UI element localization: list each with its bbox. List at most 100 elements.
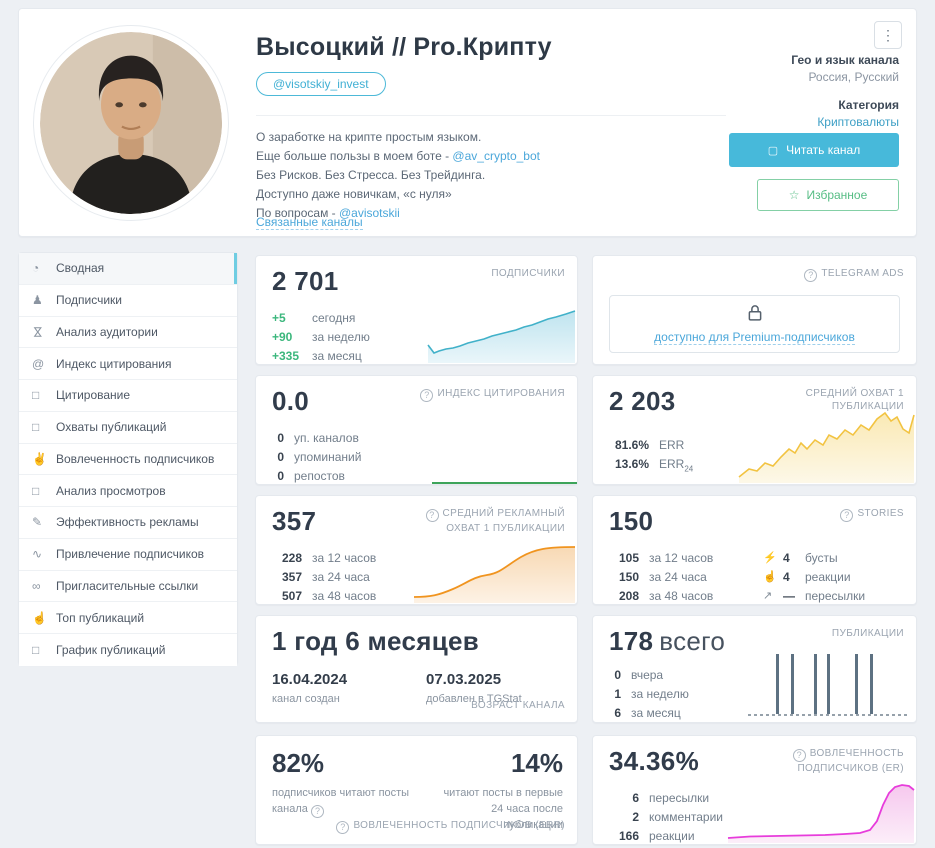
stat-row: ↗ — пересылки xyxy=(763,587,865,606)
gauge-icon: ◔ xyxy=(32,261,40,276)
stat-row: 6 за месяц xyxy=(614,706,681,720)
card-title: ВОЗРАСТ КАНАЛА xyxy=(471,700,565,711)
card-title: ? ВОВЛЕЧЕННОСТЬ ПОДПИСЧИКОВ (ERR) xyxy=(336,819,565,834)
citation-index-card: 0.0 ? ИНДЕКС ЦИТИРОВАНИЯ 0 уп. каналов 0 уп… xyxy=(255,375,578,485)
sidebar-item-citation-index[interactable]: @ Индекс цитирования xyxy=(19,348,237,380)
sidebar-item-summary[interactable]: ◔ Сводная xyxy=(19,253,237,285)
avatar xyxy=(33,25,229,221)
premium-link[interactable]: доступно для Premium-подписчиков xyxy=(654,330,855,345)
sidebar-item-audience-analysis[interactable]: ⋈ Анализ аудитории xyxy=(19,316,237,349)
help-icon[interactable]: ? xyxy=(310,804,324,818)
sidebar-item-posts-schedule[interactable]: □ График публикаций xyxy=(19,634,237,666)
link-icon: ∞ xyxy=(32,578,41,593)
sidebar-item-post-reach[interactable]: □ Охваты публикаций xyxy=(19,411,237,444)
help-icon[interactable]: ? xyxy=(425,509,439,522)
wave-icon: ∿ xyxy=(32,547,43,562)
card-title: ? STORIES xyxy=(840,507,904,522)
stat-row: 13.6% ERR24 xyxy=(614,457,694,474)
quote-icon: □ xyxy=(32,388,40,403)
lock-icon xyxy=(748,305,761,321)
citation-sparkline xyxy=(432,482,577,484)
ad-icon: ✎ xyxy=(32,515,43,530)
reaction-icon: ☝ xyxy=(763,571,777,583)
favorite-button[interactable]: ☆ Избранное xyxy=(757,179,899,211)
card-title: ? TELEGRAM ADS xyxy=(804,267,904,282)
related-channels-link[interactable]: Связанные каналы xyxy=(256,215,363,230)
sidebar-item-invite-links[interactable]: ∞ Пригласительные ссылки xyxy=(19,570,237,603)
stat-row: 150 за 24 часа xyxy=(618,570,707,584)
err-right-block: 14% читают посты в первые 24 часа после … xyxy=(433,748,563,833)
subscribers-count: 2 701 xyxy=(272,266,339,296)
sidebar-item-views-analysis[interactable]: □ Анализ просмотров xyxy=(19,475,237,507)
channel-age-value: 1 год 6 месяцев xyxy=(272,626,480,656)
engagement-icon: ✌ xyxy=(32,451,47,466)
desc-line: По вопросам - xyxy=(256,206,339,220)
help-icon[interactable]: ? xyxy=(336,821,350,834)
sidebar-item-subscribers[interactable]: ♟ Подписчики xyxy=(19,284,237,317)
help-icon[interactable]: ? xyxy=(420,389,434,402)
citation-index-value: 0.0 xyxy=(272,386,310,416)
sidebar-item-subscriber-attraction[interactable]: ∿ Привлечение подписчиков xyxy=(19,538,237,571)
help-icon[interactable]: ? xyxy=(840,509,854,522)
ad-reach-card: 357 ? СРЕДНИЙ РЕКЛАМНЫЙ ОХВАТ 1 ПУБЛИКАЦИ… xyxy=(255,495,578,605)
avatar-image xyxy=(40,32,222,214)
geo-value: Россия, Русский xyxy=(808,70,899,84)
desc-line: Доступно даже новичкам, «с нуля» xyxy=(256,187,452,201)
divider xyxy=(256,115,726,116)
stat-row: 81.6% ERR xyxy=(614,438,685,452)
users-icon: ♟ xyxy=(32,293,43,308)
stat-row: ⚡ 4 бусты xyxy=(763,549,865,568)
stat-row: 2 комментарии xyxy=(632,810,723,824)
stat-row: 6 пересылки xyxy=(632,791,710,805)
premium-locked-box: доступно для Premium-подписчиков xyxy=(609,295,900,353)
boost-icon: ⚡ xyxy=(763,552,777,564)
sidebar-item-ad-effectiveness[interactable]: ✎ Эффективность рекламы xyxy=(19,507,237,539)
more-menu-button[interactable]: ⋮ xyxy=(874,21,902,49)
reach-icon: □ xyxy=(32,420,40,435)
err-left-block: 82% подписчиков читают посты канала ? xyxy=(272,748,422,818)
card-title: ПУБЛИКАЦИИ xyxy=(831,628,904,639)
star-icon: ☆ xyxy=(788,188,800,202)
sidebar-item-citations[interactable]: □ Цитирование xyxy=(19,380,237,412)
views-icon: □ xyxy=(32,483,40,498)
help-icon[interactable]: ? xyxy=(804,269,818,282)
card-title: ? ИНДЕКС ЦИТИРОВАНИЯ xyxy=(420,387,565,402)
stat-row: +5 сегодня xyxy=(272,311,356,325)
stat-row: 228 за 12 часов xyxy=(281,551,377,565)
channel-title: Высоцкий // Pro.Крипту xyxy=(256,33,552,61)
desc-line: О заработке на крипте простым языком. xyxy=(256,130,482,144)
er-sparkline xyxy=(727,784,915,843)
telegram-ads-card: ? TELEGRAM ADS доступно для Premium-подпи… xyxy=(592,255,917,365)
sidebar-menu: ◔ Сводная ♟ Подписчики ⋈ Анализ аудитори… xyxy=(18,252,238,666)
telegram-icon: ▢ xyxy=(767,144,779,157)
bot-link[interactable]: @av_crypto_bot xyxy=(452,149,540,163)
stat-row: 0 вчера xyxy=(614,668,664,682)
er-card: 34.36% ? ВОВЛЕЧЕННОСТЬ ПОДПИСЧИКОВ (ER) 6… xyxy=(592,735,917,845)
card-title: ? СРЕДНИЙ РЕКЛАМНЫЙ ОХВАТ 1 ПУБЛИКАЦИИ xyxy=(405,507,565,535)
avg-reach-card: 2 203 СРЕДНИЙ ОХВАТ 1 ПУБЛИКАЦИИ 81.6% ER… xyxy=(592,375,917,485)
channel-username[interactable]: @visotskiy_invest xyxy=(256,72,386,96)
sidebar-item-top-posts[interactable]: ☝ Топ публикаций xyxy=(19,602,237,634)
read-channel-button[interactable]: ▢ Читать канал xyxy=(729,133,899,167)
stat-row: 0 упоминаний xyxy=(277,450,362,464)
err-read-percent: 82% xyxy=(272,748,325,778)
card-title: ? ВОВЛЕЧЕННОСТЬ ПОДПИСЧИКОВ (ER) xyxy=(774,747,904,775)
avg-reach-sparkline xyxy=(738,411,915,483)
contact-link[interactable]: @avisotskii xyxy=(338,206,400,220)
stat-row: 357 за 24 часа xyxy=(281,570,370,584)
stat-row: ☝ 4 реакции xyxy=(763,568,865,587)
forward-icon: ↗ xyxy=(763,590,773,602)
at-icon: @ xyxy=(32,356,45,371)
stat-row: 105 за 12 часов xyxy=(618,551,714,565)
stat-row: 0 уп. каналов xyxy=(277,431,359,445)
stat-row: 507 за 48 часов xyxy=(281,589,377,603)
category-link[interactable]: Криптовалюты xyxy=(817,115,899,129)
added-date-block: 07.03.2025 добавлен в TGStat xyxy=(426,671,522,705)
help-icon[interactable]: ? xyxy=(792,749,806,762)
subscribers-card: 2 701 ПОДПИСЧИКИ +5 сегодня +90 за неделю … xyxy=(255,255,578,365)
thumbs-up-icon: ☝ xyxy=(32,610,47,625)
sidebar-item-subscriber-engagement[interactable]: ✌ Вовлеченность подписчиков xyxy=(19,443,237,476)
card-title: СРЕДНИЙ ОХВАТ 1 ПУБЛИКАЦИИ xyxy=(805,388,904,412)
subscribers-sparkline xyxy=(427,310,576,363)
